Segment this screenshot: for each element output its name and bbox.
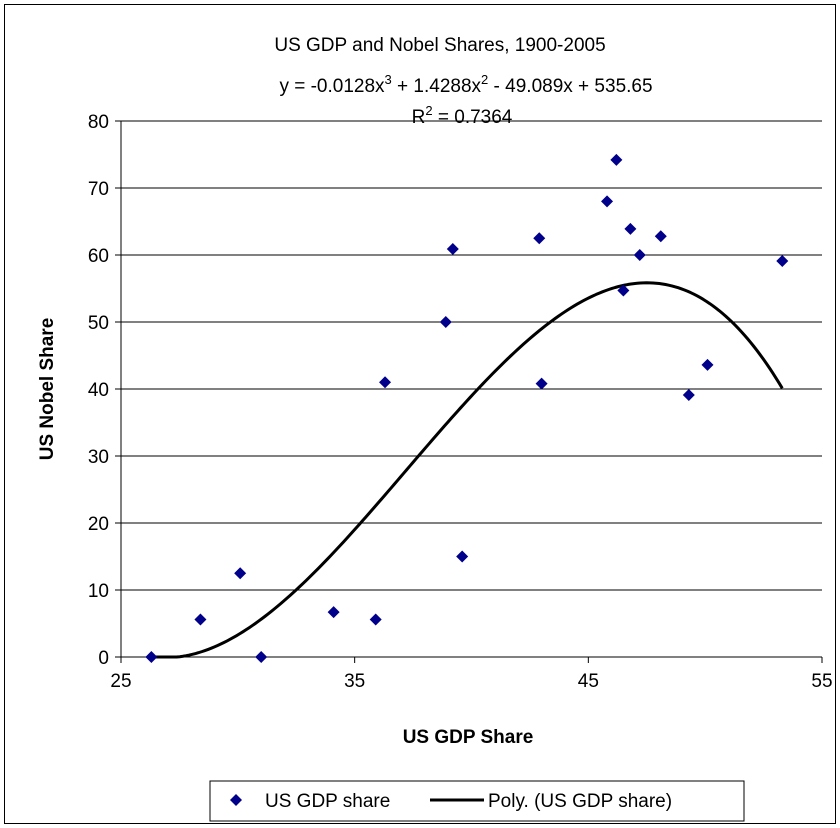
data-point-19 (701, 358, 714, 371)
r-squared-value: = 0.7364 (433, 107, 513, 128)
data-point-16 (633, 249, 646, 261)
y-tick-label-30: 30 (88, 447, 109, 468)
data-point-13 (610, 153, 623, 166)
gridlines (115, 120, 822, 658)
trendline-curve (151, 281, 784, 659)
points-layer (145, 153, 789, 663)
data-point-9 (456, 550, 469, 563)
data-point-20 (776, 255, 789, 268)
data-point-5 (369, 613, 382, 626)
x-axis-label: US GDP Share (403, 727, 534, 748)
equation-suffix: - 49.089x + 535.65 (488, 76, 652, 97)
data-point-4 (327, 606, 340, 619)
data-point-14 (617, 284, 630, 297)
data-point-10 (533, 232, 546, 245)
equation-exponent-cubic: 3 (385, 72, 392, 87)
equation-exponent-square: 2 (481, 72, 488, 87)
x-tick-label-45: 45 (578, 671, 599, 692)
trendline-layer (151, 281, 784, 659)
y-tick-label-40: 40 (88, 380, 109, 401)
data-point-18 (682, 389, 695, 402)
equation-middle: + 1.4288x (392, 76, 482, 97)
data-point-12 (601, 195, 614, 208)
data-point-1 (194, 613, 207, 626)
x-tick-label-55: 55 (811, 671, 832, 692)
y-tick-labels: 0 10 20 30 40 50 60 70 80 (88, 112, 109, 669)
data-point-2 (234, 567, 247, 580)
trendline-equation: y = -0.0128x3 + 1.4288x2 - 49.089x + 535… (279, 72, 652, 97)
y-tick-label-80: 80 (88, 112, 109, 133)
chart-title: US GDP and Nobel Shares, 1900-2005 (274, 35, 605, 56)
legend-label-trendline: Poly. (US GDP share) (488, 791, 672, 812)
data-point-11 (535, 377, 548, 390)
y-tick-label-60: 60 (88, 246, 109, 267)
y-tick-label-10: 10 (88, 581, 109, 602)
y-tick-label-50: 50 (88, 313, 109, 334)
legend-marker-diamond-icon (230, 794, 242, 806)
r-squared-label: R2 = 0.7364 (412, 103, 513, 128)
data-point-3 (255, 651, 268, 663)
x-tick-labels: 25 35 45 55 (110, 671, 832, 692)
equation-prefix: y = -0.0128x (279, 76, 385, 97)
data-point-17 (654, 230, 667, 243)
y-axis-label: US Nobel Share (37, 318, 58, 461)
chart-frame (4, 4, 836, 824)
data-point-15 (624, 222, 637, 235)
y-tick-label-70: 70 (88, 179, 109, 200)
data-point-8 (446, 242, 459, 255)
legend-label-scatter: US GDP share (265, 791, 390, 812)
r-squared-prefix: R (412, 107, 426, 128)
r-squared-exponent: 2 (425, 103, 432, 118)
x-tick-label-25: 25 (110, 671, 131, 692)
axes (120, 121, 823, 663)
y-tick-label-0: 0 (98, 648, 109, 669)
legend: US GDP share Poly. (US GDP share) (209, 780, 745, 822)
x-tick-label-35: 35 (344, 671, 365, 692)
y-tick-label-20: 20 (88, 514, 109, 535)
data-point-7 (439, 316, 452, 328)
data-point-0 (145, 651, 158, 663)
data-point-6 (379, 376, 392, 389)
